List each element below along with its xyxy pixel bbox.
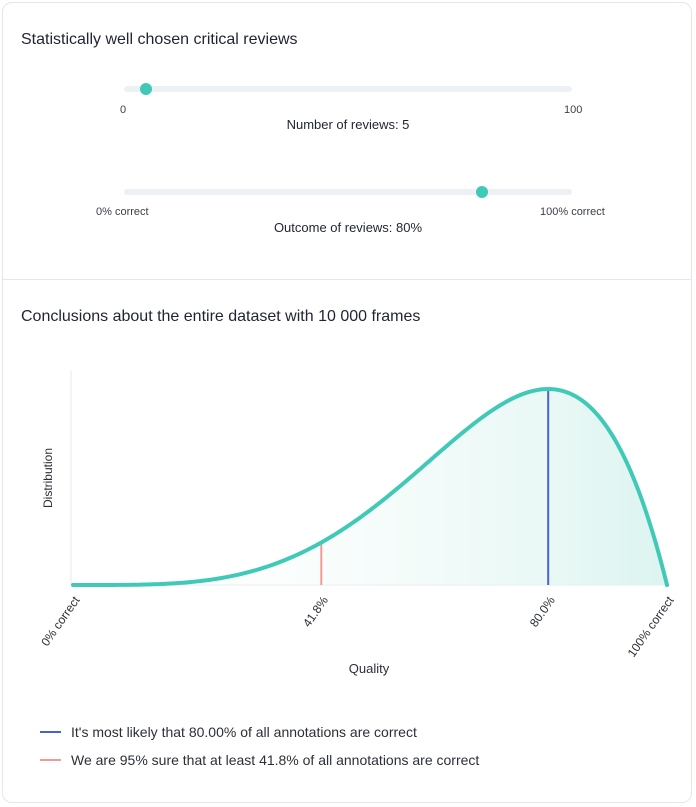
reviews-slider-max-label: 100	[564, 104, 583, 116]
x-tick-label: 41.8%	[300, 593, 331, 629]
section-divider	[3, 279, 691, 280]
legend-item-confidence: We are 95% sure that at least 41.8% of a…	[40, 752, 479, 768]
section-title-reviews: Statistically well chosen critical revie…	[21, 31, 298, 48]
distribution-area	[73, 389, 667, 585]
legend-swatch-blue-line	[40, 731, 61, 734]
section-title-conclusions: Conclusions about the entire dataset wit…	[21, 308, 421, 325]
x-tick-label: 100% correct	[625, 593, 677, 659]
x-tick-label: 0% correct	[38, 593, 83, 649]
outcome-of-reviews-slider-thumb[interactable]	[476, 186, 489, 198]
legend-swatch-red-line	[40, 759, 61, 762]
outcome-slider-max-label: 100% correct	[540, 206, 605, 218]
number-of-reviews-caption: Number of reviews: 5	[286, 117, 410, 132]
number-of-reviews-slider-thumb[interactable]	[140, 83, 153, 95]
quality-distribution-chart: 0% correct 41.8% 80.0% 100% correct Distrib…	[38, 371, 677, 676]
distribution-curve	[71, 386, 669, 587]
outcome-slider-min-label: 0% correct	[96, 206, 149, 218]
legend-item-most-likely: It's most likely that 80.00% of all anno…	[40, 724, 417, 740]
x-tick-label: 80.0%	[527, 593, 558, 629]
legend-label-most-likely: It's most likely that 80.00% of all anno…	[71, 724, 417, 740]
outcome-of-reviews-slider[interactable]	[124, 186, 572, 198]
number-of-reviews-slider[interactable]	[124, 83, 572, 95]
reviews-slider-min-label: 0	[120, 104, 127, 116]
legend-label-confidence: We are 95% sure that at least 41.8% of a…	[71, 752, 480, 768]
x-axis-label: Quality	[349, 661, 390, 676]
outcome-of-reviews-caption: Outcome of reviews: 80%	[273, 220, 423, 235]
y-axis-label: Distribution	[41, 448, 55, 508]
